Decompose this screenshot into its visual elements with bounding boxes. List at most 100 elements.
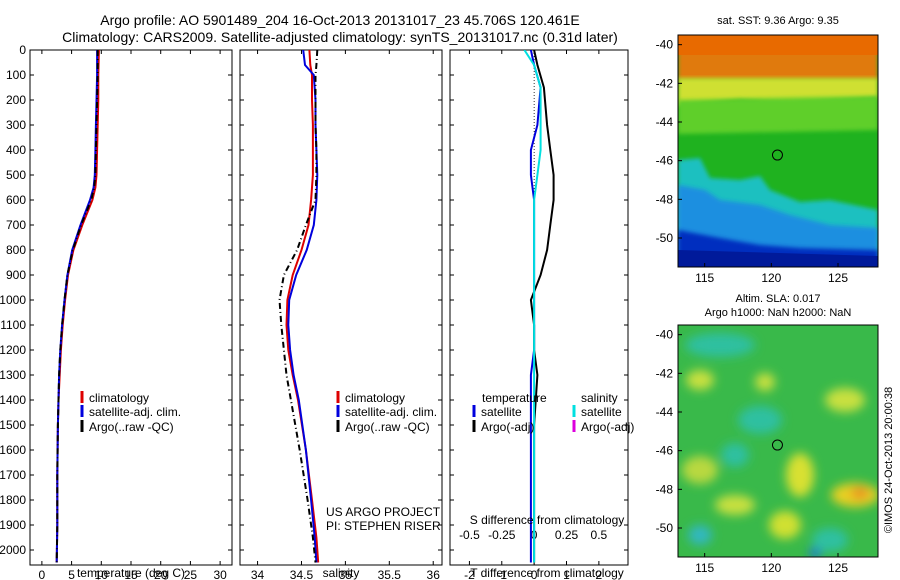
depth-tick-label: 1900	[0, 518, 26, 532]
x-tick-label: 34.5	[290, 568, 314, 580]
difference-axes-box	[449, 49, 629, 566]
depth-tick-label: 300	[6, 118, 26, 132]
depth-tick-label: 400	[6, 143, 26, 157]
depth-tick-label: 600	[6, 193, 26, 207]
header-line-1: Argo profile: AO 5901489_204 16-Oct-2013…	[100, 12, 580, 28]
sla-map-panel: Altim. SLA: 0.017 Argo h1000: NaN h2000:…	[656, 293, 895, 575]
depth-tick-label: 1200	[0, 343, 26, 357]
salinity-legend: climatology satellite-adj. clim. Argo(..…	[336, 391, 437, 434]
salinity-panel: 34 34.5 35 35.5 36 climatology satellite-adj…	[239, 49, 443, 580]
argo-position-marker	[771, 149, 783, 161]
legend-label-t-argo: Argo(-adj)	[481, 420, 534, 434]
imos-timestamp: ©IMOS 24-Oct-2013 20:00:38	[883, 387, 895, 533]
sst-map-axes: 115 120 125 -40 -42 -44 -46 -48 -50	[656, 38, 849, 285]
legend-label-s-satellite: satellite	[581, 405, 622, 419]
x-tick-label: 5	[68, 568, 75, 580]
map-x-tick-label: 120	[761, 561, 781, 575]
x-tick-label: 35.5	[378, 568, 402, 580]
map-y-tick-label: -50	[656, 521, 674, 535]
legend-label-argo: Argo(..raw -QC)	[345, 420, 430, 434]
sst-map-panel: sat. SST: 9.36 Argo: 9.35 115 120 125 -40 -4…	[656, 15, 879, 285]
depth-tick-label: 1300	[0, 368, 26, 382]
temperature-x-axis: 0 5 10 15 20 25 30	[39, 50, 227, 580]
header-line-2: Climatology: CARS2009. Satellite-adjuste…	[62, 29, 618, 45]
map-x-tick-label: 115	[695, 271, 714, 285]
sst-heatmap	[678, 35, 878, 267]
sla-heatmap	[678, 325, 878, 557]
map-y-tick-label: -42	[656, 366, 674, 380]
difference-depth-ticks	[450, 49, 628, 551]
map-x-tick-label: 125	[828, 271, 848, 285]
legend-label-climatology: climatology	[345, 391, 405, 405]
x-tick-label: 10	[95, 568, 109, 580]
x-tick-label: 35	[339, 568, 353, 580]
x-tick-label: 1	[563, 568, 570, 580]
legend-group-salinity: salinity	[581, 391, 618, 405]
series-line-salinity-satellite	[523, 50, 542, 563]
temperature-panel: 0100200300400500600700800900100011001200…	[0, 43, 233, 580]
depth-tick-label: 500	[6, 168, 26, 182]
x-tick-label: 20	[154, 568, 168, 580]
x-tick-label: 36	[427, 568, 441, 580]
x-tick-label: 0	[531, 568, 538, 580]
legend-label-satellite: satellite-adj. clim.	[345, 405, 437, 419]
t-difference-xlabel: T difference from climatology	[470, 566, 624, 580]
depth-tick-label: 1700	[0, 468, 26, 482]
depth-tick-label: 1500	[0, 418, 26, 432]
depth-tick-label: 200	[6, 93, 26, 107]
salinity-xlabel: salinity	[323, 566, 360, 580]
sla-map-axes: 115 120 125 -40 -42 -44 -46 -48 -50	[656, 328, 849, 575]
x-tick-label: -1	[496, 568, 507, 580]
sst-map-title: sat. SST: 9.36 Argo: 9.35	[717, 15, 839, 27]
legend-label-t-satellite: satellite	[481, 405, 522, 419]
map-y-tick-label: -44	[656, 405, 674, 419]
legend-label-argo: Argo(..raw -QC)	[89, 420, 174, 434]
x-tick-label: 34	[251, 568, 265, 580]
sla-title-line-2: Argo h1000: NaN h2000: NaN	[705, 307, 852, 319]
depth-tick-label: 900	[6, 268, 26, 282]
map-y-tick-label: -50	[656, 231, 674, 245]
s-diff-tick-label: 0.5	[591, 528, 608, 542]
x-tick-label: 15	[124, 568, 138, 580]
project-annotation: US ARGO PROJECT	[326, 505, 441, 519]
map-y-tick-label: -48	[656, 192, 674, 206]
depth-tick-label: 700	[6, 218, 26, 232]
map-y-tick-label: -46	[656, 444, 674, 458]
map-y-tick-label: -48	[656, 482, 674, 496]
map-y-tick-label: -40	[656, 328, 674, 342]
sla-title-line-1: Altim. SLA: 0.017	[736, 293, 821, 305]
map-x-tick-label: 115	[695, 561, 714, 575]
temperature-axes-box	[29, 49, 233, 566]
temperature-legend: climatology satellite-adj. clim. Argo(..…	[80, 391, 181, 434]
x-tick-label: 25	[184, 568, 198, 580]
x-tick-label: -2	[464, 568, 475, 580]
temperature-series	[55, 50, 100, 563]
argo-position-marker	[771, 439, 783, 451]
depth-tick-label: 1400	[0, 393, 26, 407]
map-x-tick-label: 120	[761, 271, 781, 285]
depth-tick-label: 1800	[0, 493, 26, 507]
series-line-argo-raw-qc-	[278, 50, 319, 563]
series-line-argo-raw-qc-	[55, 50, 99, 563]
x-tick-label: 2	[596, 568, 603, 580]
pi-annotation: PI: STEPHEN RISER	[326, 519, 441, 533]
s-diff-tick-label: -0.25	[488, 528, 516, 542]
difference-panel: -2 -1 0 1 2 -0.5 -0.25 0 0.25 0.5 temperature sa…	[449, 49, 634, 580]
salinity-axes-box	[239, 49, 443, 566]
depth-tick-label: 800	[6, 243, 26, 257]
map-y-tick-label: -40	[656, 38, 674, 52]
s-diff-tick-label: -0.5	[459, 528, 480, 542]
depth-tick-label: 100	[6, 68, 26, 82]
sla-map-frame	[677, 324, 879, 558]
legend-group-temperature: temperature	[482, 391, 547, 405]
x-tick-label: 30	[213, 568, 227, 580]
salinity-series	[278, 50, 320, 563]
s-diff-tick-label: 0.25	[555, 528, 579, 542]
s-difference-label: S difference from climatology	[470, 513, 625, 527]
depth-tick-label: 1600	[0, 443, 26, 457]
difference-series	[523, 50, 555, 563]
legend-label-climatology: climatology	[89, 391, 149, 405]
sla-argo-marker	[771, 439, 783, 451]
depth-tick-label: 2000	[0, 543, 26, 557]
